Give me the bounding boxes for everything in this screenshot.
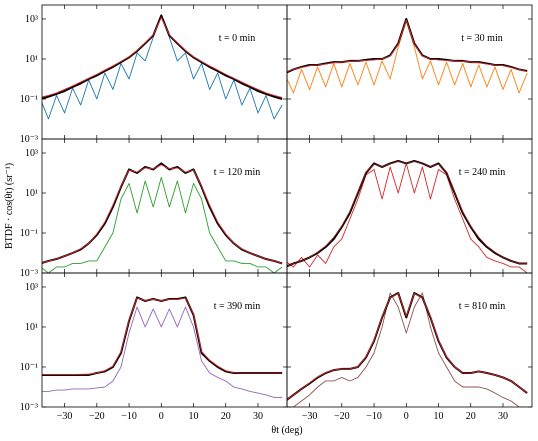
series-line	[42, 15, 283, 120]
series-line	[42, 164, 283, 264]
series-line	[42, 16, 283, 98]
x-tick-label: 10	[189, 411, 199, 422]
y-tick-label: 10³	[25, 148, 38, 159]
x-tick-label: −30	[302, 411, 318, 422]
y-axis-label: BTDF · cos(θt) (sr⁻¹)	[4, 163, 15, 249]
x-tick-label: 0	[404, 411, 409, 422]
y-tick-label: 10⁻³	[20, 268, 38, 279]
series-line	[42, 297, 283, 375]
annotation: t = 120 min	[214, 167, 260, 178]
series-line	[42, 306, 283, 398]
annotation: t = 810 min	[459, 301, 505, 312]
panel-frame	[286, 4, 533, 140]
panel	[287, 159, 528, 273]
series-line	[42, 162, 283, 265]
y-tick-label: 10¹	[25, 322, 38, 333]
x-tick-label: 20	[221, 411, 231, 422]
y-tick-label: 10³	[25, 282, 38, 293]
x-tick-label: 30	[498, 411, 508, 422]
annotation: t = 240 min	[459, 167, 505, 178]
series-line	[287, 160, 528, 267]
series-line	[287, 19, 528, 73]
annotation: t = 390 min	[214, 301, 260, 312]
x-tick-label: −10	[121, 411, 137, 422]
x-tick-label: 10	[434, 411, 444, 422]
x-tick-label: −10	[366, 411, 382, 422]
series-line	[42, 14, 283, 100]
panel	[42, 162, 283, 273]
y-tick-label: 10⁻¹	[20, 362, 38, 373]
x-tick-label: 0	[159, 411, 164, 422]
panel	[42, 14, 283, 120]
x-tick-label: −30	[57, 411, 73, 422]
y-tick-label: 10⁻¹	[20, 228, 38, 239]
series-line	[287, 292, 528, 407]
x-axis-label: θt (deg)	[271, 425, 302, 436]
series-line	[287, 20, 528, 94]
y-tick-label: 10⁻³	[20, 402, 38, 413]
series-line	[42, 176, 283, 273]
panel	[287, 292, 528, 407]
x-tick-label: 30	[253, 411, 263, 422]
panel-frame	[41, 272, 288, 408]
series-line	[287, 162, 528, 273]
panel	[42, 296, 283, 398]
annotation: t = 30 min	[461, 33, 502, 44]
y-tick-label: 10⁻¹	[20, 94, 38, 105]
x-tick-label: −20	[334, 411, 350, 422]
y-tick-label: 10¹	[25, 54, 38, 65]
annotation: t = 0 min	[219, 33, 255, 44]
y-tick-label: 10¹	[25, 188, 38, 199]
y-tick-label: 10³	[25, 14, 38, 25]
x-tick-label: 20	[466, 411, 476, 422]
series-line	[287, 292, 528, 401]
series-line	[287, 17, 528, 74]
y-tick-label: 10⁻³	[20, 134, 38, 145]
x-tick-label: −20	[89, 411, 105, 422]
panel-frame	[286, 272, 533, 408]
panel	[287, 17, 528, 94]
